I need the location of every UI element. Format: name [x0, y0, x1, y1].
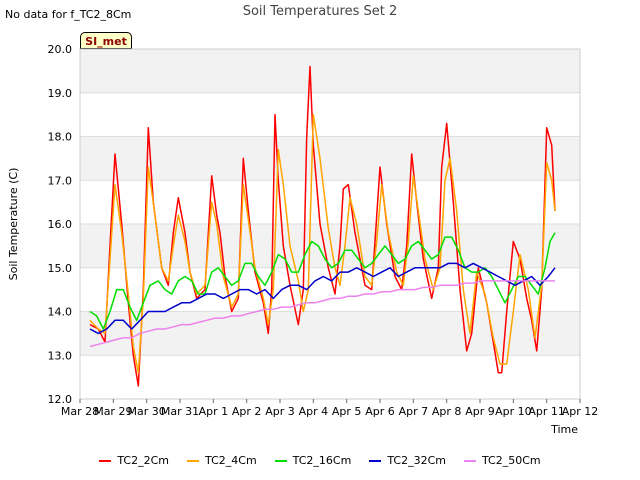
x-tick-label: Mar 31	[161, 405, 199, 418]
series-line-TC2_32Cm	[89, 262, 556, 335]
x-tick-label: Mar 29	[94, 405, 132, 418]
x-tick-label: Apr 4	[299, 405, 329, 418]
legend-swatch	[274, 459, 287, 462]
y-tick-label: 16.0	[48, 218, 73, 231]
legend-swatch	[187, 459, 200, 462]
y-tick-label: 17.0	[48, 174, 73, 187]
legend-label: TC2_50Cm	[481, 454, 541, 467]
x-tick-label: Apr 1	[199, 405, 229, 418]
x-tick-label: Apr 3	[265, 405, 295, 418]
y-axis: 12.0 13.0 14.0 15.0 16.0 17.0 18.0 19.0 20.0	[48, 43, 73, 406]
legend-label: TC2_16Cm	[292, 454, 352, 467]
series-line-TC2_50Cm	[89, 280, 555, 348]
background-band	[80, 136, 580, 181]
background-band	[80, 224, 580, 268]
y-tick-label: 14.0	[48, 306, 73, 319]
x-tick-label: Apr 5	[332, 405, 362, 418]
y-tick-label: 12.0	[48, 393, 73, 406]
x-tick-label: Apr 8	[432, 405, 462, 418]
legend-item-TC2_2Cm: TC2_2Cm	[99, 454, 169, 467]
x-tick-label: Mar 28	[61, 405, 99, 418]
y-axis-label: Soil Temperature (C)	[7, 168, 20, 281]
x-tick-label: Apr 10	[495, 405, 532, 418]
legend-item-TC2_4Cm: TC2_4Cm	[187, 454, 257, 467]
chart-title: Soil Temperatures Set 2	[242, 4, 398, 19]
y-tick-label: 15.0	[48, 262, 73, 275]
legend-label: TC2_4Cm	[205, 454, 257, 467]
legend-swatch	[99, 459, 112, 462]
y-tick-label: 18.0	[48, 131, 73, 144]
no-data-note: No data for f_TC2_8Cm	[5, 8, 132, 21]
y-tick-label: 20.0	[48, 43, 73, 56]
legend-item-TC2_32Cm: TC2_32Cm	[369, 454, 446, 467]
legend-item-TC2_50Cm: TC2_50Cm	[463, 454, 541, 467]
legend-swatch	[463, 459, 476, 462]
x-tick-label: Apr 9	[465, 405, 495, 418]
legend-label: TC2_2Cm	[117, 454, 170, 467]
x-tick-label: Apr 6	[365, 405, 395, 418]
y-tick-label: 13.0	[48, 349, 73, 362]
legend-swatch	[369, 459, 382, 462]
plot-background-bands	[80, 49, 580, 356]
background-band	[80, 49, 580, 93]
y-tick-label: 19.0	[48, 87, 73, 100]
legend: TC2_2Cm TC2_4Cm TC2_16Cm TC2_32Cm TC2_50Cm	[0, 454, 640, 467]
x-axis-label: Time	[550, 423, 578, 436]
plot-area-border	[79, 48, 581, 400]
x-tick-label: Mar 30	[128, 405, 166, 418]
x-tick-label: Apr 2	[232, 405, 262, 418]
series-lines	[89, 65, 556, 387]
series-line-TC2_16Cm	[89, 232, 556, 330]
x-tick-label: Apr 12	[562, 405, 599, 418]
series-line-TC2_4Cm	[89, 113, 556, 374]
x-tick-label: Apr 7	[399, 405, 429, 418]
site-badge: SI_met	[80, 32, 132, 49]
x-tick-label: Apr 11	[528, 405, 565, 418]
legend-label: TC2_32Cm	[387, 454, 446, 467]
legend-item-TC2_16Cm: TC2_16Cm	[274, 454, 352, 467]
